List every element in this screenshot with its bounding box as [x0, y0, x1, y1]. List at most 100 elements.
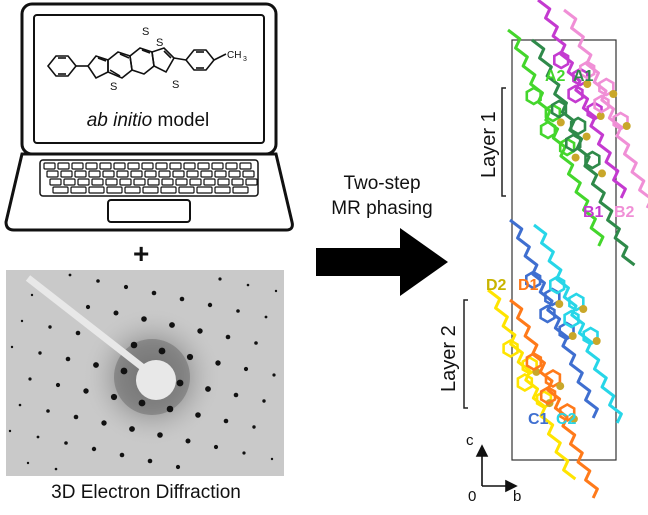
keyboard-key [158, 170, 171, 178]
layer1-label: Layer 1 [478, 111, 500, 178]
molecule-aromatic-ring [549, 275, 566, 295]
keyboard-key [217, 178, 230, 186]
model-label: ab initio model [58, 110, 238, 132]
diffraction-spot [101, 420, 107, 426]
molecule-alkyl-chain [533, 223, 623, 424]
molecule-alkyl-chain [531, 38, 636, 267]
chain-label-a1: A1 [573, 68, 594, 85]
diffraction-spot [119, 452, 125, 458]
diffraction-spot [36, 435, 40, 439]
keyboard-key [225, 162, 238, 170]
sulfur-atom [598, 169, 606, 178]
layer2-bracket [463, 299, 468, 409]
chain-label-c1: C1 [528, 411, 549, 428]
phasing-text: Two-step MR phasing [312, 171, 452, 221]
diffraction-spot [64, 441, 68, 445]
keyboard-key [242, 170, 255, 178]
keyboard-key [43, 162, 56, 170]
diffraction-spot [225, 334, 231, 340]
laptop-keyboard [39, 159, 259, 197]
keyboard-key [88, 170, 101, 178]
keyboard-key [228, 170, 241, 178]
keyboard-key [245, 178, 258, 186]
molecule-alkyl-chain [509, 218, 599, 419]
molecule-aromatic-ring [582, 326, 599, 346]
diffraction-spot [83, 388, 89, 394]
keyboard-key [119, 178, 132, 186]
diffraction-spot [242, 451, 246, 455]
keyboard-key [155, 162, 168, 170]
model-label-italic: ab initio [86, 110, 153, 131]
molecule-aromatic-ring [525, 270, 542, 290]
diffraction-spot [223, 418, 229, 424]
sulfur-atom [582, 132, 591, 141]
molecule-aromatic-ring [521, 355, 538, 376]
keyboard-key [57, 162, 70, 170]
chain-label-d1: D1 [518, 277, 539, 294]
diffraction-spot [158, 347, 166, 355]
diffraction-spot [129, 426, 135, 432]
keyboard-key [144, 170, 157, 178]
molecule-aromatic-ring [568, 292, 585, 312]
sulfur-atom [568, 332, 577, 340]
diffraction-spot [264, 315, 268, 319]
keyboard-key [99, 162, 112, 170]
diffraction-spot [123, 284, 129, 290]
plus-sign: + [133, 238, 150, 269]
diffraction-spot [75, 330, 81, 336]
diffraction-spot [46, 409, 50, 413]
keyboard-key [214, 186, 231, 194]
molecule-aromatic-ring [598, 77, 615, 97]
diffraction-spot [10, 345, 14, 349]
axis-label-origin: 0 [468, 488, 477, 505]
unit-cell-frame [511, 39, 617, 461]
diffraction-spot [215, 360, 221, 366]
axis-label-b: b [513, 488, 522, 505]
diffraction-spot [243, 366, 249, 372]
molecule-aromatic-ring [539, 385, 557, 406]
diffraction-spot [236, 309, 240, 313]
diffraction-spot [157, 432, 163, 438]
keyboard-key [169, 162, 182, 170]
right-arrow-icon [316, 228, 448, 296]
molecule-aromatic-ring [502, 339, 519, 358]
diffraction-spot [207, 302, 213, 308]
diffraction-spot [233, 392, 239, 398]
model-label-rest: model [157, 110, 210, 131]
sulfur-atom [609, 90, 618, 98]
keyboard-key [183, 162, 196, 170]
diffraction-spot [151, 290, 157, 296]
diffraction-spot [65, 356, 71, 362]
keyboard-key [91, 178, 104, 186]
keyboard-key [214, 170, 227, 178]
molecule-aromatic-ring [553, 50, 570, 70]
diffraction-spot [96, 279, 100, 283]
keyboard-key [63, 178, 76, 186]
keyboard-key [116, 170, 129, 178]
molecule-aromatic-ring [569, 116, 587, 136]
diffraction-spot [20, 319, 24, 323]
molecule-aromatic-ring [584, 150, 601, 170]
keyboard-key [147, 178, 160, 186]
molecule-alkyl-chain [509, 298, 599, 499]
sulfur-atom [579, 305, 588, 313]
keyboard-key [142, 186, 159, 194]
sulfur-label-3: S [142, 26, 149, 38]
keyboard-key [88, 186, 105, 194]
diffraction-spot [54, 467, 58, 471]
diffraction-spot [272, 373, 276, 377]
molecule-aromatic-ring [559, 403, 576, 422]
keyboard-key [175, 178, 188, 186]
sulfur-label-2: S [156, 37, 163, 49]
keyboard-key [141, 162, 154, 170]
keyboard-key [127, 162, 140, 170]
diffraction-spot [18, 403, 22, 407]
keyboard-key [186, 170, 199, 178]
axis-label-c: c [466, 432, 474, 449]
molecule-aromatic-ring [572, 67, 589, 87]
keyboard-key [197, 162, 210, 170]
methyl-subscript: 3 [243, 56, 247, 63]
diffraction-spot [195, 412, 201, 418]
keyboard-key [178, 186, 195, 194]
keyboard-key [124, 186, 141, 194]
